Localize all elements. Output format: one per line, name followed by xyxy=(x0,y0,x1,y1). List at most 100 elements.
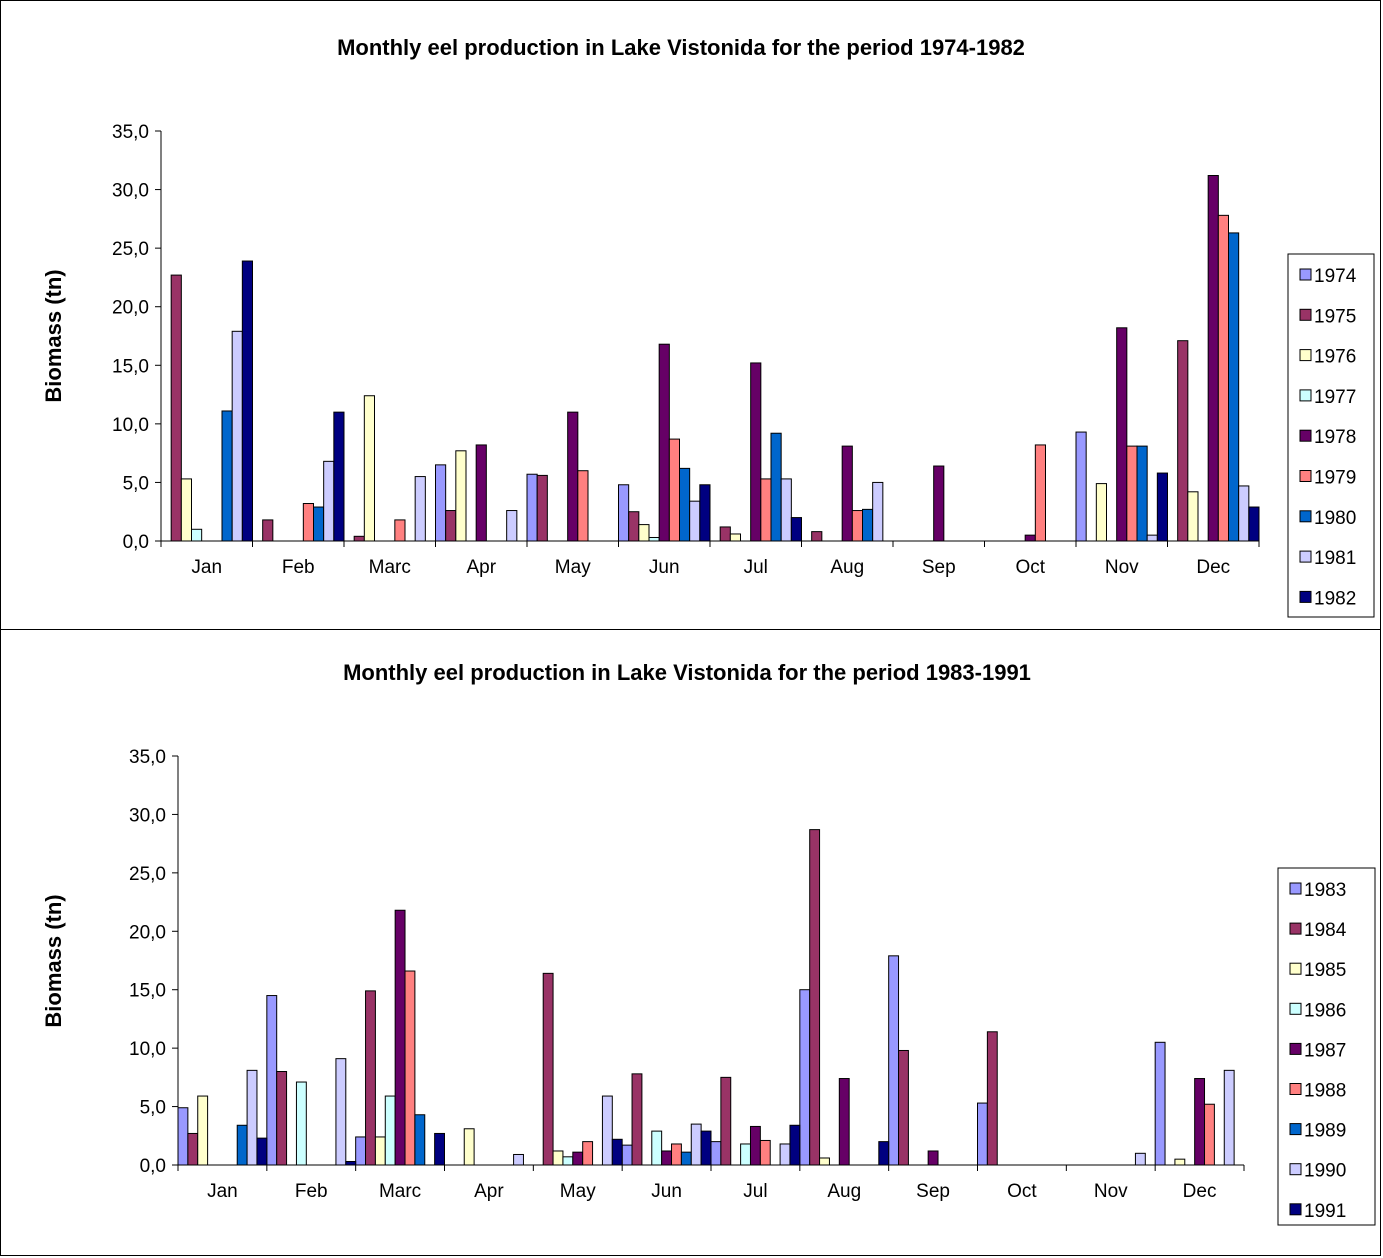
bottom-bar-1989-jan xyxy=(236,1124,248,1166)
top-bar-1978-nov xyxy=(1116,327,1128,542)
bottom-legend-swatch-1990 xyxy=(1289,1163,1302,1176)
bottom-y-tick-label: 0,0 xyxy=(140,1156,166,1177)
top-legend-label-1982: 1982 xyxy=(1314,588,1356,609)
bottom-x-tick-label: Jun xyxy=(651,1181,682,1202)
bottom-legend-label-1987: 1987 xyxy=(1304,1040,1346,1061)
top-bar-1975-aug xyxy=(811,531,823,542)
top-x-tick-label: Sep xyxy=(922,557,956,578)
bottom-bar-1984-oct xyxy=(986,1031,998,1166)
top-x-tick-label: Apr xyxy=(466,557,496,578)
bottom-y-tick-label: 15,0 xyxy=(129,981,166,1002)
top-legend-swatch-1977 xyxy=(1299,389,1312,402)
top-bar-1978-may xyxy=(567,411,579,542)
bar-chart-1983-1991: Monthly eel production in Lake Vistonida… xyxy=(41,660,1376,1226)
top-bar-1981-aug xyxy=(872,481,884,542)
bottom-bar-1986-jul xyxy=(740,1143,751,1166)
bottom-bar-1991-may xyxy=(611,1138,623,1166)
top-y-tick-label: 25,0 xyxy=(112,239,149,260)
top-bar-1979-dec xyxy=(1217,214,1229,542)
top-legend-swatch-1975 xyxy=(1299,308,1312,321)
bottom-bar-1988-may xyxy=(582,1141,594,1166)
bar-chart-1974-1982: Monthly eel production in Lake Vistonida… xyxy=(41,35,1375,618)
bottom-bar-1984-aug xyxy=(809,829,821,1166)
top-y-tick-label: 35,0 xyxy=(112,122,149,143)
top-bar-1980-feb xyxy=(313,506,325,542)
top-x-tick-label: Oct xyxy=(1015,557,1045,578)
bottom-bar-1988-marc xyxy=(404,970,416,1166)
top-bar-1981-feb xyxy=(323,460,335,542)
top-bar-1978-jul xyxy=(750,362,762,542)
bottom-legend-swatch-1991 xyxy=(1289,1203,1302,1216)
top-bar-1980-jul xyxy=(770,432,782,542)
bottom-legend-swatch-1986 xyxy=(1289,1002,1302,1015)
bottom-bar-1984-jun xyxy=(631,1073,643,1166)
top-bar-1979-jul xyxy=(760,478,772,542)
top-x-tick-label: Jan xyxy=(191,557,222,578)
top-y-axis-title: Biomass (tn) xyxy=(41,269,66,402)
bottom-bar-1985-marc xyxy=(374,1136,386,1166)
bottom-y-tick-label: 35,0 xyxy=(129,747,166,768)
bottom-bar-1991-jul xyxy=(789,1124,801,1166)
top-bar-1981-jan xyxy=(231,330,243,542)
bottom-bar-1991-jun xyxy=(700,1130,712,1166)
bottom-bar-1990-apr xyxy=(513,1153,524,1166)
top-bar-1976-dec xyxy=(1187,491,1199,542)
top-bar-1974-nov xyxy=(1075,431,1087,542)
bottom-legend-swatch-1984 xyxy=(1289,922,1302,935)
bottom-bar-1990-feb xyxy=(335,1058,347,1166)
top-bar-1979-jun xyxy=(668,438,681,542)
top-bar-1979-marc xyxy=(394,519,406,542)
top-bar-1979-aug xyxy=(851,510,864,542)
top-bar-1979-feb xyxy=(302,503,314,542)
top-bar-1978-aug xyxy=(841,445,853,542)
bottom-x-tick-label: May xyxy=(560,1181,596,1202)
bottom-y-tick-label: 10,0 xyxy=(129,1039,166,1060)
bottom-bar-1986-jun xyxy=(651,1130,663,1166)
top-bar-1976-marc xyxy=(363,395,375,542)
top-bar-1977-jun xyxy=(648,536,660,542)
top-bar-1975-apr xyxy=(445,510,457,542)
bottom-bar-1991-marc xyxy=(434,1132,446,1166)
bottom-legend-label-1989: 1989 xyxy=(1304,1121,1346,1142)
top-x-tick-label: Marc xyxy=(369,557,411,578)
top-bar-1975-may xyxy=(536,474,548,542)
bottom-bar-1991-aug xyxy=(878,1141,890,1166)
bottom-legend-label-1983: 1983 xyxy=(1304,880,1346,901)
bottom-bar-1985-aug xyxy=(819,1157,830,1166)
top-legend-swatch-1980 xyxy=(1299,510,1312,523)
bottom-bar-1987-jun xyxy=(661,1150,673,1166)
bottom-bar-1990-dec xyxy=(1223,1069,1235,1166)
bottom-bar-1983-sep xyxy=(888,955,900,1166)
bottom-bar-1984-jan xyxy=(187,1132,199,1166)
bottom-bar-1987-aug xyxy=(838,1078,850,1166)
top-bar-1979-nov xyxy=(1126,445,1138,542)
top-bar-1980-nov xyxy=(1136,445,1148,542)
bottom-legend-label-1984: 1984 xyxy=(1304,920,1347,941)
top-bar-1975-marc xyxy=(353,535,365,542)
top-bar-1982-feb xyxy=(333,411,345,542)
bottom-bar-1984-may xyxy=(542,972,554,1166)
bottom-bar-1988-dec xyxy=(1204,1103,1215,1166)
bottom-legend-swatch-1989 xyxy=(1289,1123,1302,1136)
top-bar-1974-jun xyxy=(618,484,630,542)
top-bar-1975-dec xyxy=(1177,340,1189,542)
bottom-legend-swatch-1985 xyxy=(1289,962,1302,975)
top-bar-1978-jun xyxy=(658,343,670,542)
bottom-bar-1988-jul xyxy=(759,1139,771,1166)
bottom-x-tick-label: Aug xyxy=(827,1181,861,1202)
top-bar-1981-nov xyxy=(1146,534,1158,542)
bottom-bar-1987-jul xyxy=(749,1125,761,1166)
bottom-bar-1985-apr xyxy=(463,1128,475,1166)
top-x-tick-label: Jun xyxy=(649,557,680,578)
top-legend-label-1975: 1975 xyxy=(1314,306,1356,327)
bottom-bar-1984-feb xyxy=(276,1071,288,1166)
bottom-bar-1987-sep xyxy=(927,1150,939,1166)
bottom-bar-1987-may xyxy=(572,1151,584,1166)
bottom-bar-1990-jun xyxy=(690,1123,702,1166)
top-bar-1981-jun xyxy=(689,500,701,542)
top-y-tick-label: 30,0 xyxy=(112,181,149,202)
bottom-bar-1983-jul xyxy=(710,1141,722,1166)
bottom-bar-1983-oct xyxy=(977,1102,988,1166)
top-chart-title: Monthly eel production in Lake Vistonida… xyxy=(337,35,1025,60)
bottom-bar-1983-jun xyxy=(621,1144,633,1166)
